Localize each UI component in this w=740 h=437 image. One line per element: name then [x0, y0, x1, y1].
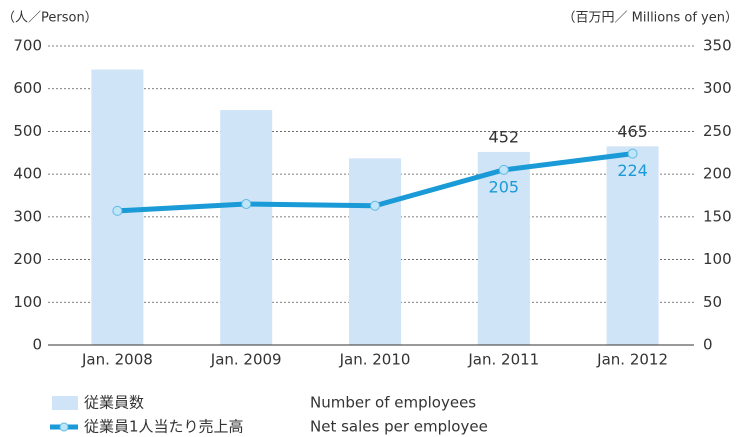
line-marker [627, 148, 638, 159]
y2-tick-label: 300 [703, 79, 732, 97]
y2-tick-label: 150 [703, 207, 732, 225]
y-tick-label: 200 [13, 250, 42, 268]
legend-label-en: Net sales per employee [310, 418, 488, 436]
line-value-label: 224 [617, 161, 648, 180]
bar-value-label: 465 [617, 122, 648, 141]
line-marker [241, 199, 252, 210]
y2-tick-label: 200 [703, 165, 732, 183]
y-tick-label: 0 [32, 336, 42, 354]
y2-axis-label: （百万円／ Millions of yen） [563, 11, 739, 26]
line-marker [498, 164, 509, 175]
x-tick-label: Jan. 2011 [467, 351, 539, 369]
legend-swatch [52, 396, 78, 410]
bar [477, 151, 530, 345]
y2-tick-label: 350 [703, 37, 732, 55]
x-tick-label: Jan. 2009 [210, 351, 282, 369]
line-value-label: 205 [489, 177, 520, 196]
legend-swatch-marker [59, 422, 69, 432]
y-tick-label: 300 [13, 207, 42, 225]
legend-label-en: Number of employees [310, 394, 476, 412]
y2-tick-label: 0 [703, 336, 713, 354]
y-tick-label: 600 [13, 79, 42, 97]
y-tick-label: 100 [13, 293, 42, 311]
x-tick-label: Jan. 2012 [596, 351, 668, 369]
bar [220, 110, 273, 345]
y-tick-label: 700 [13, 37, 42, 55]
x-tick-label: Jan. 2010 [339, 351, 411, 369]
bar-value-label: 452 [489, 127, 520, 146]
y-tick-label: 500 [13, 122, 42, 140]
bar [349, 158, 401, 345]
legend-label: 従業員1人当たり売上高 [84, 418, 244, 436]
y-tick-label: 400 [13, 165, 42, 183]
line-marker [112, 205, 123, 216]
bar [606, 146, 659, 345]
legend-label: 従業員数 [84, 394, 144, 412]
x-tick-label: Jan. 2008 [81, 351, 153, 369]
y2-tick-label: 250 [703, 122, 732, 140]
line-marker [370, 200, 380, 211]
y2-tick-label: 100 [703, 250, 732, 268]
y-axis-label: （人／Person） [2, 11, 98, 26]
y2-tick-label: 50 [703, 293, 722, 311]
